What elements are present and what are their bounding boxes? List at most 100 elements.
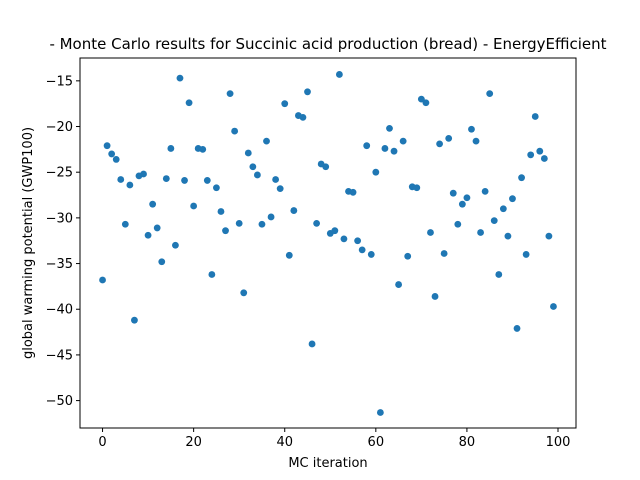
data-point — [217, 208, 225, 215]
data-point — [308, 340, 316, 348]
data-point — [117, 176, 125, 183]
y-tick-label: −30 — [46, 211, 73, 226]
data-point — [481, 187, 489, 195]
data-point — [536, 147, 544, 155]
data-point — [144, 231, 152, 239]
data-point — [267, 213, 275, 221]
data-point — [213, 184, 220, 192]
data-point — [381, 145, 389, 152]
data-point — [504, 232, 512, 240]
y-tick-label: −35 — [46, 257, 73, 272]
data-point — [322, 163, 330, 171]
data-point — [199, 145, 207, 153]
data-point — [285, 251, 293, 259]
x-axis-ticks: 0 20 40 60 80 100 — [98, 428, 570, 450]
data-point — [376, 409, 384, 416]
y-tick-label: −20 — [46, 120, 73, 135]
y-tick-label: −40 — [46, 303, 73, 318]
data-point — [231, 127, 239, 135]
data-point — [527, 151, 535, 159]
chart-title: - Monte Carlo results for Succinic acid … — [49, 35, 606, 53]
x-tick-label: 80 — [459, 435, 476, 450]
data-point — [112, 156, 120, 163]
data-point — [190, 202, 198, 210]
data-point — [490, 217, 498, 225]
data-point — [545, 232, 553, 240]
data-point — [349, 188, 357, 196]
data-point — [254, 171, 261, 179]
data-point — [263, 137, 270, 145]
data-point — [363, 142, 371, 150]
data-point — [108, 150, 116, 158]
data-point — [313, 219, 321, 227]
data-point — [454, 220, 462, 228]
x-tick-label: 100 — [546, 435, 571, 450]
data-point — [181, 177, 188, 184]
data-point — [158, 258, 166, 266]
data-point — [449, 189, 457, 197]
data-point — [422, 99, 430, 107]
data-points — [99, 71, 557, 416]
data-point — [417, 95, 425, 103]
data-point — [513, 325, 521, 332]
data-point — [331, 227, 339, 235]
data-point — [258, 220, 266, 228]
x-tick-label: 20 — [185, 435, 202, 450]
x-tick-label: 60 — [368, 435, 385, 450]
data-point — [486, 90, 494, 98]
data-point — [522, 251, 530, 258]
data-point — [276, 185, 284, 193]
data-point — [103, 142, 111, 150]
data-point — [203, 177, 211, 184]
data-point — [131, 316, 138, 324]
data-point — [281, 100, 289, 108]
x-tick-label: 40 — [276, 435, 293, 450]
data-point — [372, 168, 380, 176]
data-point — [121, 220, 129, 228]
data-point — [240, 289, 248, 297]
data-point — [299, 113, 307, 121]
data-point — [404, 252, 412, 260]
y-tick-label: −25 — [46, 166, 73, 181]
data-point — [249, 163, 257, 171]
data-point — [176, 74, 184, 82]
data-point — [440, 250, 448, 257]
data-point — [290, 207, 298, 214]
plot-area-frame — [79, 57, 577, 429]
data-point — [540, 155, 548, 162]
data-point — [354, 237, 362, 245]
data-point — [172, 241, 179, 249]
data-point — [153, 224, 161, 232]
data-point — [468, 125, 475, 133]
x-tick-label: 0 — [98, 435, 106, 450]
data-point — [386, 124, 393, 132]
data-point — [272, 176, 280, 183]
data-point — [495, 271, 503, 278]
data-point — [509, 195, 516, 203]
data-point — [367, 251, 375, 258]
data-point — [99, 276, 106, 284]
data-point — [222, 227, 229, 235]
data-point — [531, 113, 539, 120]
data-point — [431, 293, 439, 300]
data-point — [140, 170, 147, 178]
data-point — [304, 88, 311, 96]
data-point — [413, 184, 421, 192]
data-point — [399, 137, 407, 145]
data-point — [340, 235, 348, 243]
data-point — [436, 140, 443, 148]
data-point — [395, 281, 402, 288]
data-point — [162, 175, 170, 182]
data-point — [445, 135, 453, 142]
data-point — [185, 99, 193, 107]
y-axis-label: global warming potential (GWP100) — [21, 127, 36, 359]
data-point — [167, 145, 175, 152]
data-point — [499, 205, 507, 213]
data-point — [427, 229, 434, 236]
data-point — [244, 149, 252, 157]
data-point — [126, 181, 134, 189]
data-point — [208, 271, 216, 278]
data-point — [463, 194, 471, 202]
data-point — [358, 246, 366, 254]
y-axis-ticks: −50 −45 −40 −35 −30 −25 −20 −15 — [46, 74, 80, 409]
